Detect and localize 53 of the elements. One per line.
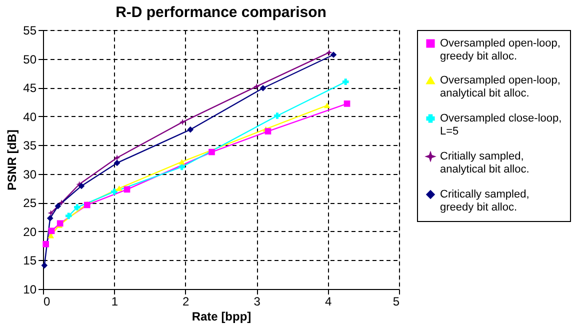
x-tick-label: 1	[111, 294, 118, 308]
point	[274, 112, 280, 119]
y-tick-label: 10	[23, 282, 37, 296]
point	[344, 100, 350, 107]
point	[187, 126, 194, 133]
legend-label: Oversampled open-loop, analytical bit alloc.	[440, 74, 560, 100]
point	[178, 159, 185, 165]
x-tick-label: 3	[254, 294, 261, 308]
point	[65, 212, 72, 220]
point	[178, 164, 185, 170]
point	[124, 186, 130, 193]
point	[111, 188, 118, 195]
point	[78, 182, 85, 190]
point	[179, 118, 186, 126]
point	[264, 128, 272, 134]
legend-label: Critically sampled, greedy bit alloc.	[440, 188, 530, 214]
y-tick-label: 30	[23, 167, 37, 182]
y-tick-label: 35	[23, 138, 37, 153]
y-tick-label: 55	[23, 24, 37, 38]
point	[54, 202, 62, 210]
point	[58, 200, 65, 206]
x-tick-label: 2	[182, 294, 190, 308]
point	[42, 240, 50, 248]
point	[74, 204, 80, 210]
point	[114, 154, 120, 161]
y-tick-label: 40	[23, 110, 37, 124]
chart-title: R-D performance comparison	[116, 4, 326, 21]
point	[48, 228, 55, 234]
x-tick-label: 0	[44, 294, 50, 308]
x-axis-title: Rate [bpp]	[192, 310, 252, 324]
point	[116, 186, 122, 192]
point	[208, 148, 215, 156]
point	[253, 83, 260, 90]
y-tick-label: 25	[23, 196, 37, 210]
point	[260, 84, 266, 92]
y-tick-label: 15	[23, 254, 37, 268]
y-tick-label: 20	[23, 224, 37, 239]
point	[324, 102, 330, 108]
y-tick-label: 50	[23, 52, 37, 66]
point	[41, 262, 48, 269]
x-tick-label: 5	[392, 294, 400, 308]
legend-label: Oversampled close-loop, L=5	[440, 112, 562, 138]
x-tick-label: 4	[324, 294, 332, 308]
point	[48, 210, 54, 216]
legend-label: Oversampled open-loop, greedy bit alloc.	[440, 38, 560, 62]
point	[330, 52, 337, 58]
y-axis-title: PSNR [dB]	[5, 130, 20, 190]
y-tick-label: 45	[23, 81, 37, 96]
point	[114, 160, 120, 166]
point	[342, 78, 349, 85]
point	[46, 215, 54, 222]
legend-label: Critially sampled, analytical bit alloc.	[440, 150, 530, 176]
point	[326, 49, 332, 56]
